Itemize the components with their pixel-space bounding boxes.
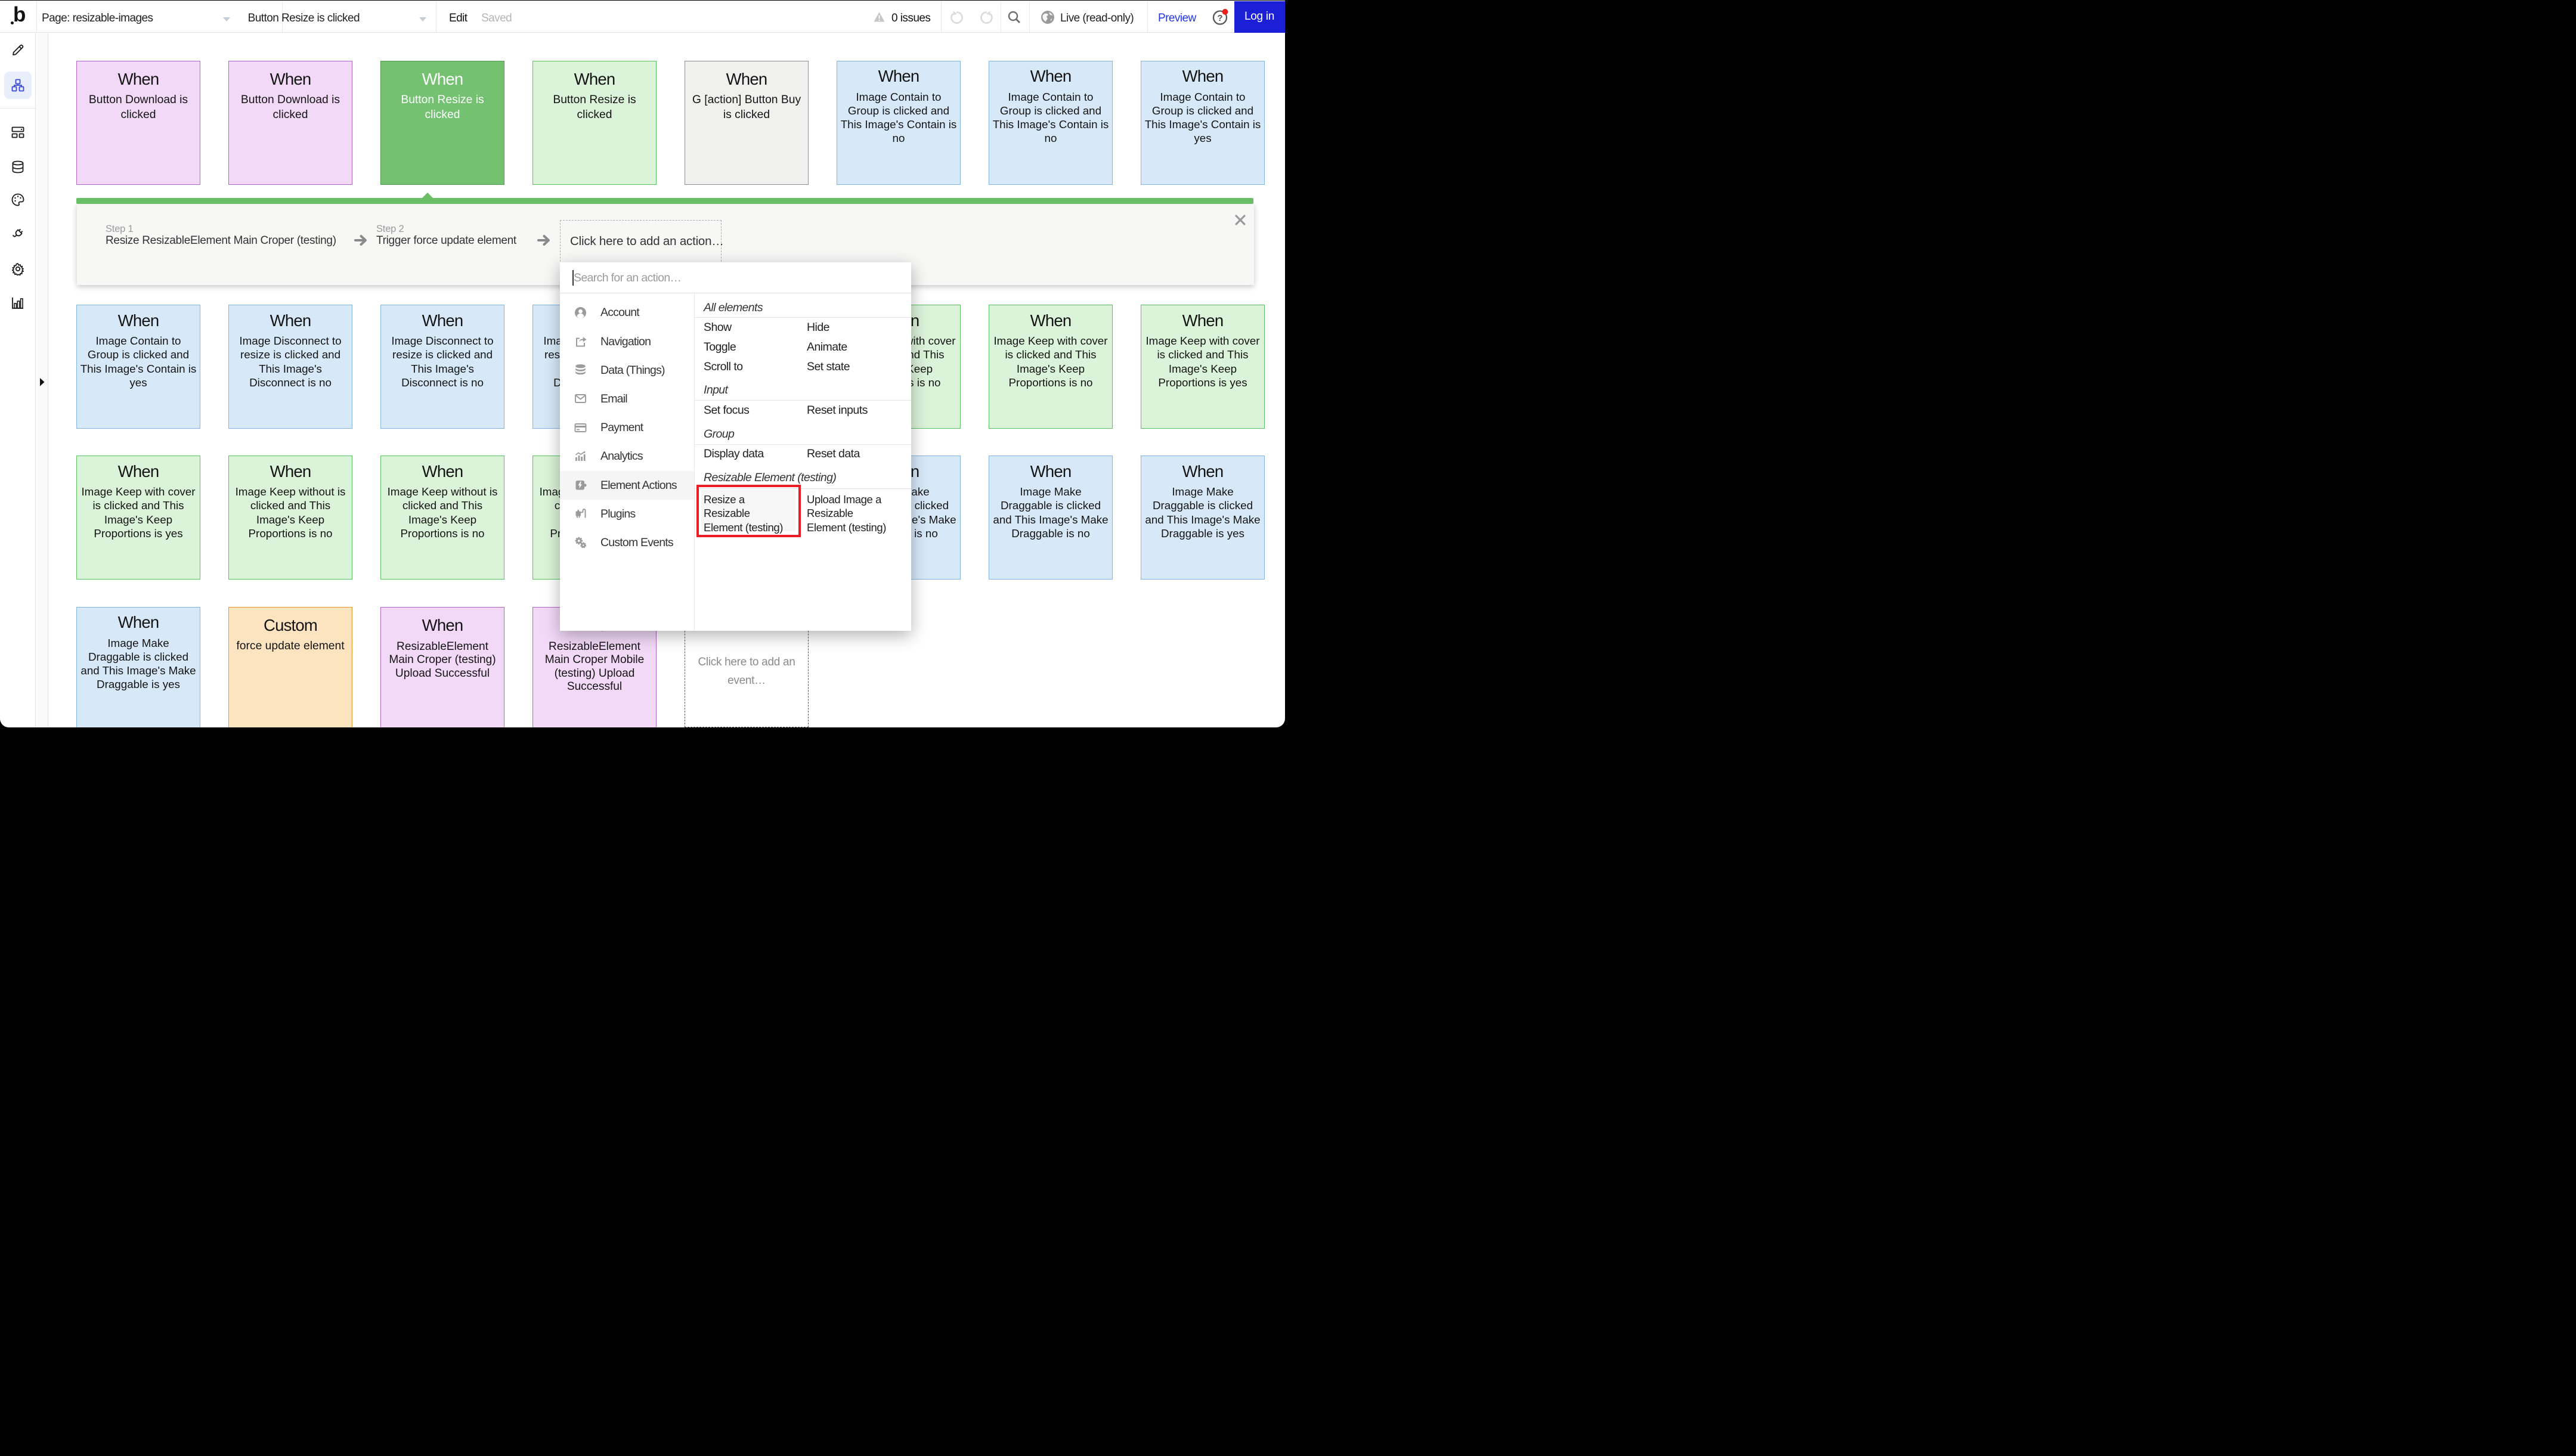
- svg-text:?: ?: [1217, 13, 1222, 23]
